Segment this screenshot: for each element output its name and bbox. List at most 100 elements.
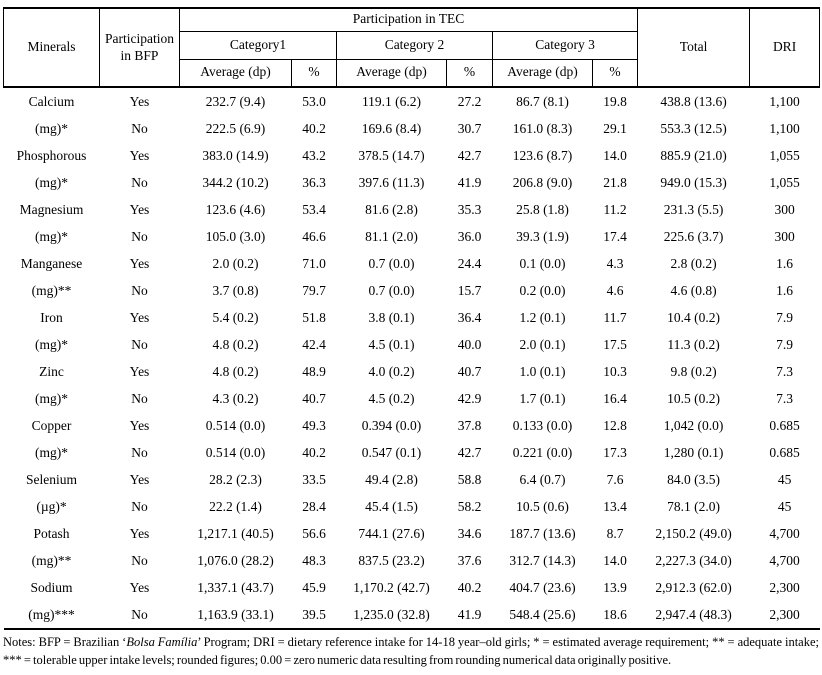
- cell-percent: 42.4: [302, 336, 326, 352]
- cell-percent: 40.7: [302, 390, 326, 406]
- cell-average: 344.2 (10.2): [202, 174, 269, 190]
- cell-percent: 17.5: [603, 336, 627, 352]
- cell-percent: 300: [774, 201, 795, 217]
- cell-percent: 4.3: [606, 255, 624, 271]
- cell-mineral-unit: (mg)*: [35, 336, 68, 352]
- cell-percent: 48.9: [302, 363, 326, 379]
- cell-mineral-name: Iron: [40, 309, 63, 325]
- cell-bfp-participation: No: [131, 498, 148, 514]
- cell-average: 383.0 (14.9): [202, 147, 269, 163]
- table-row: (mg)* No 0.514 (0.0) 40.2 0.547 (0.1) 42.7 0.2…: [4, 439, 820, 466]
- cell-percent: 79.7: [302, 282, 326, 298]
- cell-bfp-participation: No: [131, 390, 148, 406]
- col-header-category3: Category 3: [491, 30, 639, 60]
- cell-average: 5.4 (0.2): [212, 309, 259, 325]
- table-notes: Notes: BFP = Brazilian ‘Bolsa Família’ P…: [3, 634, 819, 669]
- cell-percent: 1,055: [769, 147, 800, 163]
- col-header-average-cat3: Average (dp): [492, 58, 593, 88]
- cell-average: 0.2 (0.0): [519, 282, 566, 298]
- col-header-pct-cat2: %: [446, 58, 493, 88]
- col-header-tec: Participation in TEC: [178, 7, 639, 32]
- cell-mineral-unit: (µg)*: [36, 498, 67, 514]
- cell-percent: 13.4: [603, 498, 627, 514]
- cell-average: 1.0 (0.1): [519, 363, 566, 379]
- cell-bfp-participation: Yes: [129, 309, 150, 325]
- col-header-average-cat1: Average (dp): [179, 58, 292, 88]
- cell-average: 84.0 (3.5): [667, 471, 720, 487]
- cell-average: 3.8 (0.1): [368, 309, 415, 325]
- cell-average: 86.7 (8.1): [516, 93, 569, 109]
- cell-average: 885.9 (21.0): [660, 147, 727, 163]
- cell-average: 0.7 (0.0): [368, 255, 415, 271]
- cell-average: 81.1 (2.0): [365, 228, 418, 244]
- cell-mineral-name: Selenium: [26, 471, 77, 487]
- cell-average: 123.6 (4.6): [205, 201, 266, 217]
- cell-bfp-participation: Yes: [129, 93, 150, 109]
- cell-average: 4.8 (0.2): [212, 336, 259, 352]
- table-row: (mg)* No 4.3 (0.2) 40.7 4.5 (0.2) 42.9 1.7 (0.…: [4, 385, 820, 412]
- cell-bfp-participation: No: [131, 282, 148, 298]
- cell-percent: 15.7: [457, 282, 482, 298]
- table-row: Iron Yes 5.4 (0.2) 51.8 3.8 (0.1) 36.4 1.2 (0.…: [4, 304, 820, 331]
- table-header: Minerals Participation in BFP Participat…: [3, 7, 821, 88]
- cell-average: 744.1 (27.6): [358, 525, 425, 541]
- cell-average: 2,947.4 (48.3): [655, 606, 732, 622]
- cell-average: 22.2 (1.4): [209, 498, 262, 514]
- cell-percent: 51.8: [302, 309, 326, 325]
- cell-average: 81.6 (2.8): [365, 201, 418, 217]
- cell-percent: 45: [777, 471, 792, 487]
- cell-percent: 8.7: [606, 525, 624, 541]
- cell-percent: 7.9: [776, 336, 793, 352]
- col-header-pct-cat3: %: [591, 58, 639, 88]
- cell-percent: 48.3: [302, 552, 326, 568]
- table-row: Calcium Yes 232.7 (9.4) 53.0 119.1 (6.2) 27.2…: [4, 87, 820, 115]
- cell-average: 1,235.0 (32.8): [353, 606, 430, 622]
- cell-average: 1.2 (0.1): [519, 309, 566, 325]
- table-row: (mg)* No 105.0 (3.0) 46.6 81.1 (2.0) 36.0 39.3…: [4, 223, 820, 250]
- col-header-dri: DRI: [749, 7, 821, 88]
- cell-average: 222.5 (6.9): [205, 120, 266, 136]
- cell-mineral-unit: (mg)**: [31, 282, 72, 298]
- table-body: Calcium Yes 232.7 (9.4) 53.0 119.1 (6.2) 27.2…: [3, 87, 820, 629]
- cell-percent: 14.0: [603, 147, 627, 163]
- cell-average: 0.547 (0.1): [361, 444, 422, 460]
- cell-percent: 46.6: [302, 228, 326, 244]
- cell-percent: 300: [774, 228, 795, 244]
- cell-mineral-unit: (mg)*: [35, 390, 68, 406]
- cell-percent: 42.9: [457, 390, 482, 406]
- cell-percent: 4,700: [769, 552, 800, 568]
- col-header-total: Total: [637, 7, 751, 88]
- table-row: Sodium Yes 1,337.1 (43.7) 45.9 1,170.2 (42.7…: [4, 574, 820, 601]
- cell-percent: 58.2: [457, 498, 482, 514]
- cell-bfp-participation: Yes: [129, 471, 150, 487]
- cell-average: 949.0 (15.3): [660, 174, 727, 190]
- cell-percent: 16.4: [603, 390, 627, 406]
- cell-percent: 27.2: [457, 93, 482, 109]
- cell-percent: 58.8: [457, 471, 482, 487]
- table-row: Potash Yes 1,217.1 (40.5) 56.6 744.1 (27.6) 3…: [4, 520, 820, 547]
- cell-average: 1,217.1 (40.5): [197, 525, 274, 541]
- cell-mineral-name: Calcium: [28, 93, 75, 109]
- cell-average: 119.1 (6.2): [361, 93, 422, 109]
- cell-percent: 11.7: [603, 309, 627, 325]
- cell-percent: 71.0: [302, 255, 326, 271]
- cell-average: 0.514 (0.0): [205, 444, 266, 460]
- cell-average: 169.6 (8.4): [361, 120, 422, 136]
- cell-percent: 42.7: [457, 444, 482, 460]
- cell-average: 2.0 (0.1): [519, 336, 566, 352]
- table-row: Zinc Yes 4.8 (0.2) 48.9 4.0 (0.2) 40.7 1.0 (0.…: [4, 358, 820, 385]
- cell-average: 2.8 (0.2): [670, 255, 717, 271]
- cell-percent: 29.1: [603, 120, 627, 136]
- cell-percent: 41.9: [457, 174, 482, 190]
- cell-percent: 4,700: [769, 525, 800, 541]
- table-row: (mg)** No 1,076.0 (28.2) 48.3 837.5 (23.2) 37…: [4, 547, 820, 574]
- cell-average: 49.4 (2.8): [365, 471, 418, 487]
- cell-percent: 7.9: [776, 309, 793, 325]
- col-header-category1: Category1: [179, 30, 337, 60]
- cell-average: 548.4 (25.6): [509, 606, 576, 622]
- cell-percent: 1,055: [769, 174, 800, 190]
- cell-percent: 1.6: [776, 282, 793, 298]
- cell-percent: 28.4: [302, 498, 326, 514]
- cell-mineral-unit: (mg)*: [35, 120, 68, 136]
- table-row: Selenium Yes 28.2 (2.3) 33.5 49.4 (2.8) 58.8 6…: [4, 466, 820, 493]
